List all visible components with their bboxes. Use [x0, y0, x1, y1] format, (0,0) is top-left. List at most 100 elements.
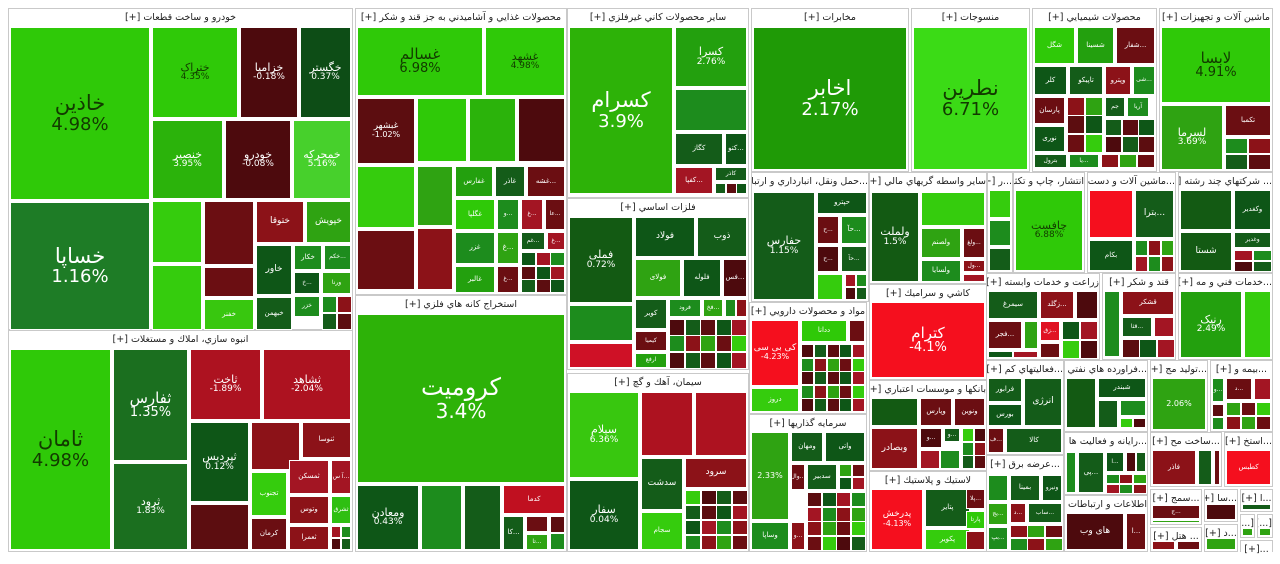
stock-tile[interactable]: فولاد	[635, 217, 695, 257]
stock-tile[interactable]	[417, 98, 467, 162]
stock-tile-small[interactable]	[813, 384, 827, 399]
stock-tile-small[interactable]	[1138, 119, 1156, 136]
stock-tile[interactable]: ولملت 1.5%	[871, 192, 919, 282]
stock-tile-small[interactable]	[715, 351, 732, 369]
stock-tile[interactable]: ثامان 4.98%	[10, 349, 111, 550]
stock-tile[interactable]: حفارس 1.15%	[753, 192, 815, 300]
stock-tile[interactable]: ...قثا	[1122, 317, 1152, 337]
stock-tile-small[interactable]	[669, 335, 685, 353]
stock-tile[interactable]: ...کفپا	[675, 167, 713, 194]
stock-tile-small[interactable]	[973, 428, 986, 442]
sector-header[interactable]: قند و شكر [+]	[1103, 274, 1175, 291]
stock-tile[interactable]: پارسان	[1034, 97, 1065, 124]
sector-header[interactable]: محصولات غذايي و آشاميدني به جز قند و شكر…	[356, 9, 566, 26]
stock-tile[interactable]	[1152, 541, 1175, 550]
sector-header[interactable]: بانكها و موسسات اعتباري [+]	[870, 381, 986, 398]
stock-tile[interactable]: غشهد 4.98%	[485, 27, 565, 96]
stock-tile[interactable]: سیمرغ	[988, 291, 1038, 319]
stock-tile[interactable]: ...خکم	[324, 245, 351, 270]
stock-tile-small[interactable]	[1121, 135, 1139, 153]
stock-tile[interactable]	[526, 516, 548, 532]
sector-header[interactable]: ... شركتهاي چند رشته [+]	[1179, 173, 1272, 190]
stock-tile[interactable]: فولای	[635, 259, 681, 297]
stock-tile-small[interactable]	[1085, 97, 1103, 116]
stock-tile[interactable]: خکار	[294, 245, 322, 270]
sector-header[interactable]: محصولات شيميايي [+]	[1033, 9, 1156, 26]
stock-tile[interactable]	[963, 274, 985, 282]
sector-header[interactable]: لاستيك و پلاستيك [+]	[870, 472, 986, 489]
stock-tile[interactable]	[989, 220, 1011, 246]
stock-tile-small[interactable]	[331, 526, 341, 538]
stock-tile[interactable]	[518, 98, 565, 162]
stock-tile-small[interactable]	[801, 398, 814, 413]
stock-tile-small[interactable]	[1135, 255, 1148, 272]
stock-tile[interactable]	[988, 475, 1008, 501]
stock-tile[interactable]: وغدیر	[1234, 232, 1271, 248]
stock-tile-small[interactable]	[836, 535, 851, 551]
stock-tile[interactable]: ...ول	[963, 260, 985, 272]
stock-tile-small[interactable]	[1148, 240, 1161, 256]
stock-tile-small[interactable]	[550, 279, 566, 294]
stock-tile-small[interactable]	[550, 265, 566, 280]
stock-tile-small[interactable]	[1136, 452, 1146, 472]
stock-tile-small[interactable]	[521, 265, 536, 280]
stock-tile-small[interactable]	[973, 441, 986, 456]
stock-tile[interactable]: ثمسکن	[289, 460, 329, 494]
stock-tile[interactable]: سدبیر	[807, 464, 837, 490]
stock-tile-small[interactable]	[1080, 339, 1098, 359]
stock-tile[interactable]: خساپا 1.16%	[10, 202, 150, 330]
stock-tile-small[interactable]	[821, 506, 837, 522]
stock-tile[interactable]: ...د	[1010, 503, 1026, 523]
sector-header[interactable]: ...رايانه و فعاليت ها [+]	[1065, 433, 1147, 450]
stock-tile[interactable]: تاپیکو	[1069, 66, 1103, 95]
stock-tile-small[interactable]	[700, 335, 717, 353]
stock-tile-small[interactable]	[1105, 119, 1122, 136]
stock-tile[interactable]	[190, 504, 249, 550]
stock-tile-small[interactable]	[839, 398, 853, 413]
stock-tile-small[interactable]	[700, 490, 717, 505]
stock-tile-small[interactable]	[826, 357, 840, 372]
stock-tile[interactable]: ...پلا	[966, 489, 985, 509]
stock-tile[interactable]: ...و	[920, 428, 942, 448]
sector-header[interactable]: ماشين آلات و تجهيزات [+]	[1160, 9, 1272, 26]
stock-tile[interactable]: ونوین	[954, 398, 985, 426]
stock-tile-small[interactable]	[700, 319, 717, 336]
stock-tile-small[interactable]	[535, 252, 551, 266]
stock-tile-small[interactable]	[807, 535, 822, 551]
stock-tile-small[interactable]	[1133, 418, 1146, 428]
stock-tile-small[interactable]	[322, 313, 337, 330]
sector-header[interactable]: ...ا [+]	[1241, 490, 1272, 507]
stock-tile-small[interactable]	[684, 319, 701, 336]
stock-tile[interactable]: دروز	[751, 388, 799, 412]
stock-tile[interactable]	[1089, 190, 1133, 238]
stock-tile-small[interactable]	[1062, 339, 1080, 359]
stock-tile[interactable]: سجام	[641, 512, 683, 550]
stock-tile[interactable]: ...ف	[988, 428, 1004, 453]
stock-tile-small[interactable]	[1139, 339, 1158, 358]
stock-tile-small[interactable]	[716, 520, 732, 535]
sector-header[interactable]: ...بيمه و [+]	[1211, 361, 1272, 378]
stock-tile[interactable]	[1098, 400, 1118, 428]
sector-header[interactable]: سيمان، آهك و گچ [+]	[568, 374, 748, 391]
stock-tile[interactable]: نوری	[1034, 126, 1065, 152]
stock-tile-small[interactable]	[685, 535, 701, 550]
stock-tile[interactable]	[1066, 378, 1096, 428]
stock-tile-small[interactable]	[700, 535, 717, 550]
stock-tile[interactable]: 2.33%	[751, 432, 789, 520]
stock-tile[interactable]: کلر	[1034, 66, 1067, 95]
stock-tile-small[interactable]	[813, 398, 827, 413]
stock-tile[interactable]: ...غ	[497, 266, 519, 293]
stock-tile[interactable]	[1066, 452, 1076, 493]
stock-tile-small[interactable]	[731, 490, 748, 505]
stock-tile-small[interactable]	[669, 319, 685, 336]
sector-header[interactable]: ... هتل [+]	[1151, 528, 1201, 545]
stock-tile[interactable]: پکویر	[925, 529, 970, 550]
stock-tile-small[interactable]	[988, 351, 1013, 358]
stock-tile-small[interactable]	[1234, 260, 1253, 272]
stock-tile-small[interactable]	[341, 526, 351, 538]
stock-tile[interactable]: جم	[1105, 97, 1125, 117]
stock-tile[interactable]: ارفع	[635, 353, 667, 368]
stock-tile-small[interactable]	[1226, 416, 1241, 430]
stock-tile[interactable]	[469, 98, 516, 162]
stock-tile-small[interactable]	[801, 344, 814, 358]
